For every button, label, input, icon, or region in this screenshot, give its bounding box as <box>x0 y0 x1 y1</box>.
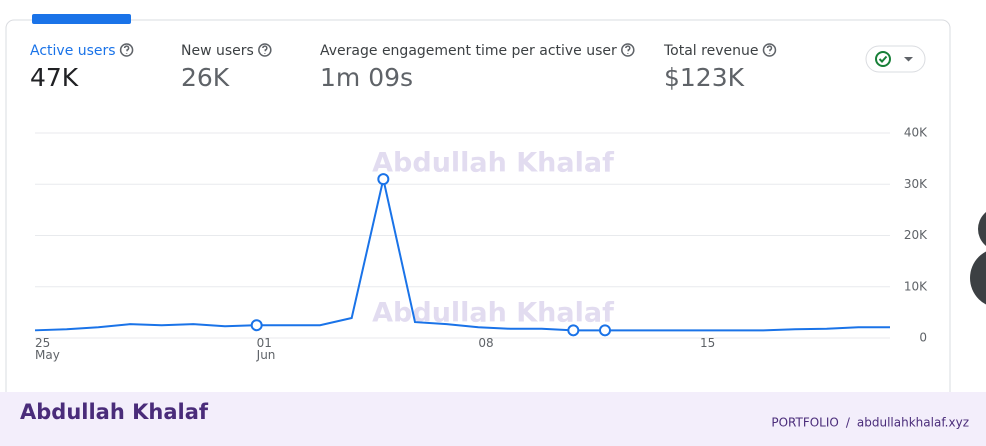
y-tick-label: 0 <box>919 331 927 345</box>
data-point <box>250 319 263 332</box>
compare-dropdown[interactable] <box>865 45 926 73</box>
x-tick-label: 25 May <box>35 336 60 362</box>
side-button[interactable] <box>978 207 986 251</box>
check-mark <box>878 55 888 63</box>
line-series <box>34 178 890 332</box>
footer-link: / <box>846 416 851 430</box>
metric-label: Total revenue <box>663 43 758 59</box>
help-glyph <box>766 45 773 54</box>
active-tab-indicator <box>32 14 131 24</box>
metric-label: Average engagement time per active user <box>320 43 617 59</box>
help-icon <box>621 43 635 57</box>
x-tick-label: 08 <box>478 336 494 350</box>
help-glyph <box>625 45 631 54</box>
data-point <box>377 173 390 186</box>
footer-link[interactable]: abdullahkhalaf.xyz <box>857 416 969 430</box>
data-point <box>599 324 611 337</box>
help-icon <box>119 43 134 57</box>
card <box>5 19 951 421</box>
watermark: Abdullah Khalaf <box>372 148 614 179</box>
y-tick-label: 40K <box>904 126 928 140</box>
metric-label: New users <box>181 43 254 59</box>
help-icon <box>762 43 777 57</box>
metric-value: 47K <box>30 63 79 92</box>
x-tick-label: 01 Jun <box>256 336 276 362</box>
metric-value: 1m 09s <box>320 63 413 92</box>
footer-link[interactable]: PORTFOLIO <box>771 416 839 430</box>
y-tick-label: 10K <box>904 279 928 293</box>
y-tick-label: 30K <box>904 177 928 191</box>
metric-value: 26K <box>181 63 230 92</box>
help-glyph <box>123 45 130 54</box>
data-point <box>567 324 580 337</box>
footer-brand: Abdullah Khalaf <box>20 400 209 424</box>
metric-value: $123K <box>664 63 745 92</box>
x-tick-label: 15 <box>700 336 716 350</box>
help-icon <box>258 43 272 57</box>
y-tick-label: 20K <box>904 228 928 242</box>
caret <box>904 57 913 62</box>
metric-label: Active users <box>30 43 116 59</box>
footer-band <box>0 392 986 446</box>
watermark: Abdullah Khalaf <box>372 298 614 329</box>
help-glyph <box>262 45 268 54</box>
check-icon <box>875 51 891 67</box>
side-button[interactable] <box>970 248 986 308</box>
